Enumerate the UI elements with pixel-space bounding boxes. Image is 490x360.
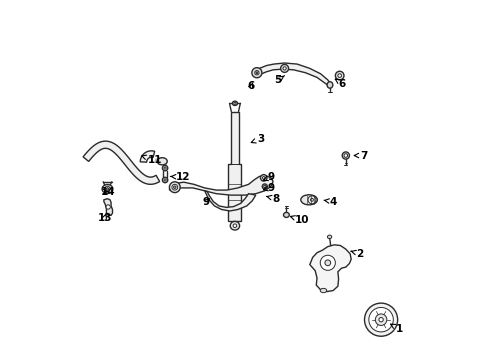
Polygon shape — [205, 191, 256, 211]
Text: 7: 7 — [354, 150, 368, 161]
Ellipse shape — [369, 307, 393, 332]
Text: 9: 9 — [264, 183, 274, 193]
Ellipse shape — [327, 82, 333, 88]
Text: 6: 6 — [335, 78, 346, 89]
Ellipse shape — [262, 184, 268, 189]
Text: 4: 4 — [324, 197, 337, 207]
Ellipse shape — [264, 185, 266, 188]
Ellipse shape — [255, 71, 259, 75]
Polygon shape — [83, 141, 160, 184]
Ellipse shape — [162, 177, 168, 183]
Polygon shape — [170, 176, 273, 195]
Polygon shape — [140, 151, 155, 162]
Ellipse shape — [106, 205, 110, 209]
Ellipse shape — [232, 101, 238, 105]
Ellipse shape — [379, 318, 383, 322]
Ellipse shape — [283, 67, 286, 70]
Text: 9: 9 — [264, 172, 274, 182]
Ellipse shape — [164, 167, 166, 169]
Ellipse shape — [335, 71, 344, 80]
Ellipse shape — [301, 195, 318, 205]
Ellipse shape — [162, 165, 168, 171]
Text: 8: 8 — [267, 194, 279, 204]
Ellipse shape — [338, 74, 342, 77]
Text: 12: 12 — [171, 172, 191, 182]
Polygon shape — [228, 112, 242, 221]
Ellipse shape — [308, 196, 316, 204]
Text: 9: 9 — [203, 197, 210, 207]
Ellipse shape — [365, 303, 398, 336]
Text: 14: 14 — [101, 186, 116, 197]
Ellipse shape — [173, 186, 176, 189]
Text: 1: 1 — [391, 324, 403, 334]
Ellipse shape — [320, 288, 327, 293]
Ellipse shape — [375, 314, 387, 325]
Text: 10: 10 — [291, 215, 309, 225]
Ellipse shape — [344, 154, 347, 157]
Ellipse shape — [102, 184, 113, 194]
Ellipse shape — [172, 184, 178, 190]
Ellipse shape — [320, 255, 335, 270]
Ellipse shape — [105, 186, 110, 192]
Ellipse shape — [261, 175, 267, 181]
Ellipse shape — [342, 152, 349, 159]
Ellipse shape — [311, 198, 314, 201]
Text: 6: 6 — [248, 81, 255, 91]
Polygon shape — [255, 63, 331, 86]
Ellipse shape — [325, 260, 331, 266]
Ellipse shape — [284, 212, 289, 217]
Ellipse shape — [252, 68, 262, 78]
Polygon shape — [310, 245, 351, 292]
Ellipse shape — [157, 158, 167, 165]
Text: 3: 3 — [251, 134, 265, 144]
Ellipse shape — [230, 221, 240, 230]
Ellipse shape — [106, 188, 109, 190]
Text: 2: 2 — [351, 249, 364, 259]
Text: 13: 13 — [98, 213, 112, 223]
Ellipse shape — [263, 177, 265, 179]
Ellipse shape — [164, 179, 166, 181]
Ellipse shape — [256, 72, 258, 73]
Text: 5: 5 — [274, 75, 285, 85]
Polygon shape — [104, 199, 113, 215]
Ellipse shape — [233, 224, 237, 228]
Ellipse shape — [170, 182, 180, 193]
Text: 11: 11 — [142, 155, 162, 165]
Ellipse shape — [281, 64, 289, 72]
Ellipse shape — [327, 235, 332, 239]
Ellipse shape — [234, 102, 236, 104]
